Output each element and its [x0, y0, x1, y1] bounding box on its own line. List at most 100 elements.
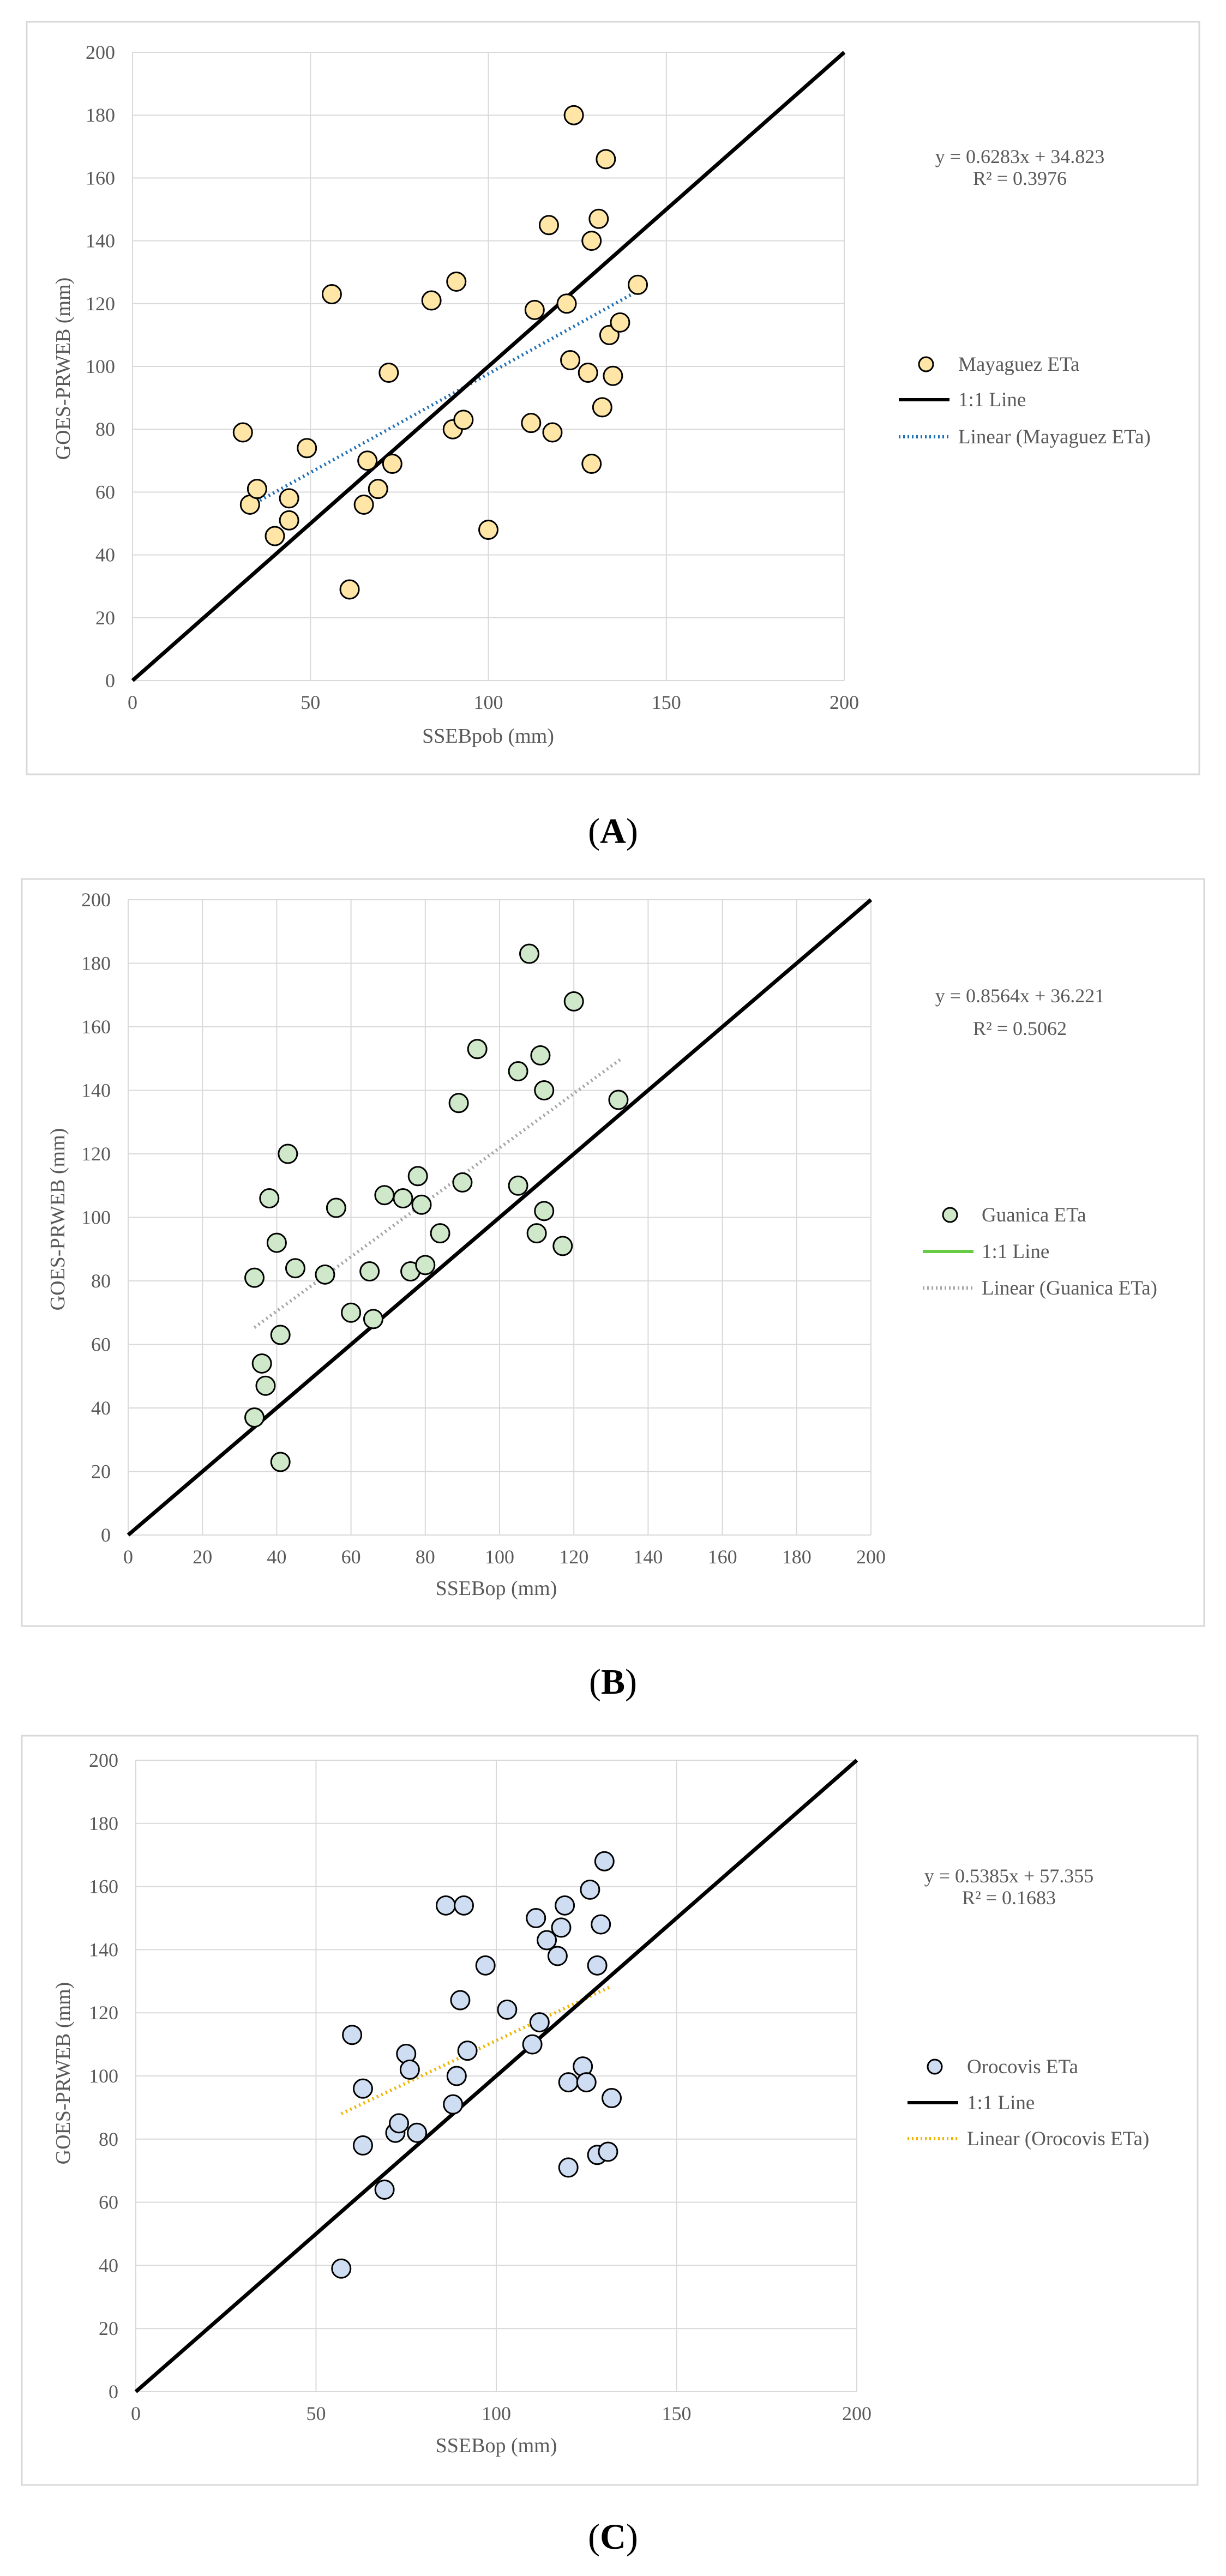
data-point	[551, 1917, 572, 1938]
data-point	[552, 1236, 573, 1256]
data-point	[454, 1895, 474, 1916]
chart-panel-a: 0 50 100 150 200 0 20 40 60 80 100 120 140 160 180 200…	[26, 21, 1200, 851]
y-tick-label: 120	[81, 1143, 111, 1165]
data-point	[538, 215, 559, 236]
chart-panel-b: 0 20 40 60 80 100 120 140 160 180 200 0 20 40 60 80 100…	[21, 878, 1205, 1702]
x-tick-label: 100	[474, 691, 503, 713]
data-point	[602, 2088, 622, 2109]
data-point	[508, 1061, 528, 1082]
y-tick-label: 160	[89, 1876, 118, 1898]
data-point	[596, 149, 616, 170]
data-point	[315, 1264, 335, 1285]
data-point	[534, 1080, 555, 1100]
data-point	[555, 1895, 575, 1916]
data-point	[407, 2122, 428, 2143]
legend-points-label: Guanica ETa	[982, 1204, 1086, 1226]
data-point	[368, 479, 388, 499]
data-point	[363, 1309, 383, 1329]
data-point	[352, 2135, 373, 2156]
data-point	[453, 410, 474, 430]
data-point	[378, 363, 399, 383]
chart-frame	[21, 878, 1205, 1627]
data-point	[556, 293, 577, 314]
data-point	[475, 1955, 496, 1976]
data-point	[560, 350, 581, 370]
data-point	[421, 290, 442, 311]
y-tick-label: 60	[99, 2192, 118, 2213]
x-tick-label: 80	[416, 1546, 435, 1568]
data-point	[578, 363, 598, 383]
y-tick-label: 100	[81, 1207, 111, 1229]
y-tick-label: 60	[91, 1334, 111, 1356]
legend-trend-label: Linear (Mayaguez ETa)	[958, 426, 1151, 448]
x-tick-label: 150	[652, 691, 681, 713]
y-tick-label: 40	[99, 2254, 118, 2276]
y-tick-label: 120	[86, 293, 115, 315]
data-point	[435, 1895, 456, 1916]
legend-points-label: Orocovis ETa	[967, 2056, 1078, 2078]
data-point	[467, 1039, 488, 1060]
data-point	[285, 1258, 305, 1279]
data-point	[603, 365, 623, 386]
x-tick-label: 200	[856, 1546, 886, 1568]
data-point	[547, 1946, 568, 1966]
x-axis-label: SSEBop (mm)	[436, 2434, 557, 2457]
y-tick-label: 180	[86, 104, 115, 126]
r-squared-label: R² = 0.5062	[973, 1018, 1067, 1039]
y-tick-label: 100	[86, 356, 115, 377]
data-point	[443, 2094, 464, 2115]
data-point	[521, 413, 542, 434]
y-tick-label: 140	[89, 1939, 118, 1960]
legend-trend-label: Linear (Orocovis ETa)	[967, 2128, 1149, 2150]
data-point	[581, 231, 602, 251]
x-tick-label: 50	[301, 691, 320, 713]
data-point	[297, 438, 317, 459]
x-tick-label: 60	[341, 1546, 361, 1568]
x-tick-label: 20	[193, 1546, 212, 1568]
data-point	[526, 1223, 547, 1244]
data-point	[526, 1908, 546, 1928]
x-tick-label: 0	[131, 2403, 141, 2424]
data-point	[244, 1267, 265, 1288]
panel-caption: (A)	[588, 811, 638, 851]
y-tick-label: 200	[86, 41, 115, 63]
y-tick-label: 0	[101, 1524, 111, 1546]
data-point	[389, 2113, 410, 2134]
data-point	[341, 1302, 362, 1323]
y-axis-label: GOES-PRWEB (mm)	[52, 278, 75, 460]
data-point	[522, 2034, 543, 2055]
y-tick-label: 0	[109, 2381, 118, 2403]
data-point	[374, 2179, 395, 2200]
data-point	[457, 2041, 478, 2061]
data-point	[529, 2012, 550, 2033]
data-point	[537, 1930, 557, 1951]
y-tick-label: 20	[91, 1461, 111, 1483]
data-point	[452, 1172, 473, 1193]
one-to-one-line	[127, 898, 873, 1537]
data-point	[326, 1197, 346, 1218]
data-point	[279, 488, 299, 509]
r-squared-label: R² = 0.3976	[973, 167, 1067, 189]
x-axis-label: SSEBpob (mm)	[422, 725, 554, 748]
data-point	[581, 454, 602, 474]
data-point	[580, 1879, 600, 1900]
y-tick-label: 80	[99, 2128, 118, 2150]
legend-points-label: Mayaguez ETa	[958, 353, 1079, 376]
data-point	[415, 1255, 436, 1275]
data-point	[587, 1955, 608, 1976]
data-point	[446, 271, 467, 292]
chart-panel-c: 0 50 100 150 200 0 20 40 60 80 100 120 140 160 180 200…	[21, 1735, 1199, 2557]
data-point	[450, 1990, 471, 2011]
data-point	[610, 312, 630, 333]
data-point	[278, 1143, 298, 1164]
data-point	[558, 2072, 579, 2093]
y-tick-label: 80	[91, 1270, 111, 1292]
regression-equation: y = 0.6283x + 34.823	[935, 146, 1105, 167]
data-point	[563, 105, 584, 125]
y-tick-label: 60	[95, 481, 115, 503]
y-tick-label: 20	[99, 2318, 118, 2339]
data-point	[247, 479, 267, 499]
data-point	[448, 1093, 469, 1114]
y-tick-label: 40	[91, 1397, 111, 1419]
data-point	[542, 422, 563, 443]
